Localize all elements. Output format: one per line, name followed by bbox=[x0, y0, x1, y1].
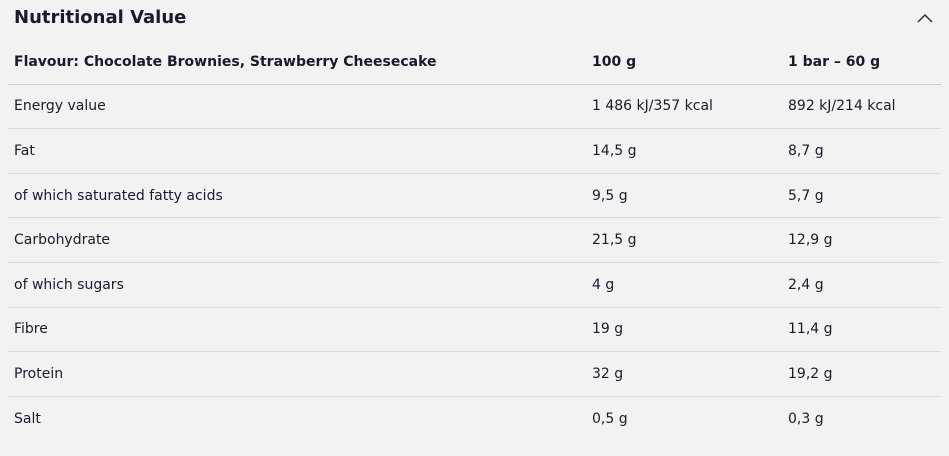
table-cell: Fat bbox=[8, 128, 586, 174]
table-cell: 14,5 g bbox=[586, 128, 782, 174]
table-row: Fat 14,5 g 8,7 g bbox=[8, 128, 941, 174]
table-row: Carbohydrate 21,5 g 12,9 g bbox=[8, 217, 941, 263]
table-cell: 32 g bbox=[586, 351, 782, 397]
nutrition-table: Flavour: Chocolate Brownies, Strawberry … bbox=[8, 40, 941, 440]
header-row: Flavour: Chocolate Brownies, Strawberry … bbox=[8, 40, 941, 85]
table-cell: Carbohydrate bbox=[8, 217, 586, 263]
table-cell: Protein bbox=[8, 351, 586, 397]
collapse-icon[interactable] bbox=[916, 12, 934, 24]
column-header: 100 g bbox=[586, 40, 782, 85]
table-cell: 8,7 g bbox=[782, 128, 941, 174]
table-cell: 19 g bbox=[586, 307, 782, 353]
table-cell: 0,3 g bbox=[788, 410, 824, 427]
table-cell: 0,5 g bbox=[592, 410, 628, 427]
table-cell: of which sugars bbox=[8, 262, 586, 308]
table-cell: 892 kJ/214 kcal bbox=[782, 84, 941, 130]
table-row: of which sugars 4 g 2,4 g bbox=[8, 262, 941, 308]
table-cell: 2,4 g bbox=[782, 262, 941, 308]
table-cell: 12,9 g bbox=[782, 217, 941, 263]
column-header: 1 bar – 60 g bbox=[782, 40, 941, 85]
table-cell: 21,5 g bbox=[586, 217, 782, 263]
table-row: Energy value 1 486 kJ/357 kcal 892 kJ/214 … bbox=[8, 84, 941, 130]
table-cell: Fibre bbox=[8, 307, 586, 353]
table-cell: of which saturated fatty acids bbox=[8, 173, 586, 219]
table-cell: 9,5 g bbox=[586, 173, 782, 219]
table-cell: 1 486 kJ/357 kcal bbox=[586, 84, 782, 130]
table-cell: 19,2 g bbox=[782, 351, 941, 397]
table-cell: 4 g bbox=[586, 262, 782, 308]
table-row: Protein 32 g 19,2 g bbox=[8, 351, 941, 397]
table-row: Salt 0,5 g 0,3 g bbox=[8, 396, 941, 440]
table-cell: Energy value bbox=[8, 84, 586, 130]
table-cell: 5,7 g bbox=[782, 173, 941, 219]
table-cell: Salt bbox=[14, 410, 41, 427]
column-header: Flavour: Chocolate Brownies, Strawberry … bbox=[8, 40, 586, 85]
section-title[interactable]: Nutritional Value bbox=[14, 7, 187, 28]
table-row: of which saturated fatty acids 9,5 g 5,7 g bbox=[8, 173, 941, 219]
table-row: Fibre 19 g 11,4 g bbox=[8, 307, 941, 353]
table-cell: 11,4 g bbox=[782, 307, 941, 353]
